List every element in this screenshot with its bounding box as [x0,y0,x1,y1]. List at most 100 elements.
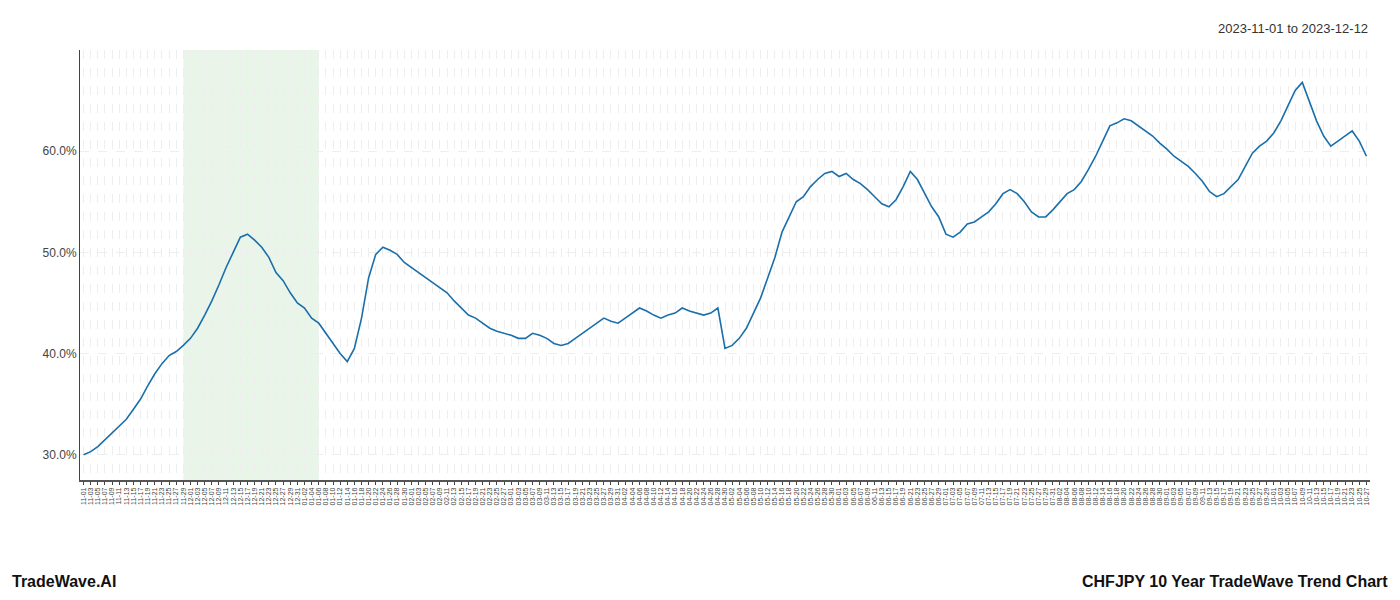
svg-text:01-22: 01-22 [372,487,379,505]
svg-text:04-28: 04-28 [714,487,721,505]
svg-text:03-17: 03-17 [564,487,571,505]
svg-text:01-08: 01-08 [322,487,329,505]
svg-text:05-30: 05-30 [828,487,835,505]
svg-text:06-19: 06-19 [899,487,906,505]
svg-text:09-17: 09-17 [1220,487,1227,505]
svg-text:12-21: 12-21 [258,487,265,505]
svg-text:12-03: 12-03 [194,487,201,505]
svg-text:02-15: 02-15 [458,487,465,505]
svg-text:01-02: 01-02 [301,487,308,505]
svg-text:12-27: 12-27 [279,487,286,505]
svg-text:10-13: 10-13 [1313,487,1320,505]
svg-text:TradeWave.AI: TradeWave.AI [12,573,116,590]
svg-text:03-15: 03-15 [557,487,564,505]
svg-text:02-05: 02-05 [422,487,429,505]
svg-text:08-08: 08-08 [1078,487,1085,505]
svg-text:01-26: 01-26 [386,487,393,505]
svg-text:05-26: 05-26 [814,487,821,505]
svg-text:07-09: 07-09 [971,487,978,505]
svg-text:07-25: 07-25 [1028,487,1035,505]
svg-text:03-03: 03-03 [515,487,522,505]
svg-text:02-11: 02-11 [443,487,450,504]
svg-text:07-17: 07-17 [999,487,1006,505]
svg-text:08-02: 08-02 [1056,487,1063,505]
svg-text:03-29: 03-29 [607,487,614,505]
svg-text:01-10: 01-10 [329,487,336,505]
svg-text:12-05: 12-05 [201,487,208,505]
svg-text:06-17: 06-17 [892,487,899,505]
svg-text:06-11: 06-11 [871,487,878,504]
svg-text:06-27: 06-27 [928,487,935,505]
svg-text:09-07: 09-07 [1185,487,1192,505]
svg-text:09-29: 09-29 [1263,487,1270,505]
svg-text:07-23: 07-23 [1021,487,1028,505]
svg-text:03-31: 03-31 [614,487,621,505]
svg-text:10-03: 10-03 [1277,487,1284,505]
svg-text:11-15: 11-15 [130,487,137,504]
svg-text:05-20: 05-20 [793,487,800,505]
svg-text:08-10: 08-10 [1085,487,1092,505]
svg-text:11-17: 11-17 [137,487,144,504]
svg-text:07-29: 07-29 [1042,487,1049,505]
svg-text:02-27: 02-27 [500,487,507,505]
svg-text:05-24: 05-24 [807,487,814,505]
svg-text:05-28: 05-28 [821,487,828,505]
svg-text:08-24: 08-24 [1135,487,1142,505]
svg-text:12-29: 12-29 [287,487,294,505]
svg-text:01-30: 01-30 [401,487,408,505]
svg-text:11-11: 11-11 [115,487,122,504]
svg-text:02-19: 02-19 [472,487,479,505]
svg-text:06-01: 06-01 [835,487,842,505]
svg-text:08-22: 08-22 [1128,487,1135,505]
svg-text:04-12: 04-12 [657,487,664,505]
svg-text:07-27: 07-27 [1035,487,1042,505]
svg-text:04-24: 04-24 [700,487,707,505]
svg-text:12-07: 12-07 [208,487,215,505]
svg-text:06-29: 06-29 [935,487,942,505]
svg-text:07-13: 07-13 [985,487,992,505]
svg-text:02-07: 02-07 [429,487,436,505]
svg-text:10-15: 10-15 [1320,487,1327,505]
svg-text:01-04: 01-04 [308,487,315,505]
svg-text:01-14: 01-14 [344,487,351,505]
svg-text:06-13: 06-13 [878,487,885,505]
svg-text:11-23: 11-23 [158,487,165,504]
svg-text:12-31: 12-31 [294,487,301,505]
svg-text:10-05: 10-05 [1284,487,1291,505]
svg-text:07-03: 07-03 [949,487,956,505]
svg-text:06-23: 06-23 [914,487,921,505]
svg-text:01-16: 01-16 [351,487,358,505]
svg-text:08-18: 08-18 [1113,487,1120,505]
svg-text:12-09: 12-09 [215,487,222,505]
svg-text:04-04: 04-04 [629,487,636,505]
svg-text:04-08: 04-08 [643,487,650,505]
svg-text:05-08: 05-08 [750,487,757,505]
svg-text:03-19: 03-19 [572,487,579,505]
svg-text:50.0%: 50.0% [43,246,77,260]
svg-text:09-21: 09-21 [1234,487,1241,505]
svg-text:01-24: 01-24 [379,487,386,505]
svg-text:30.0%: 30.0% [43,448,77,462]
svg-text:06-25: 06-25 [921,487,928,505]
svg-text:09-05: 09-05 [1177,487,1184,505]
svg-text:10-25: 10-25 [1356,487,1363,505]
svg-text:10-07: 10-07 [1291,487,1298,505]
svg-text:11-07: 11-07 [101,487,108,504]
svg-text:02-21: 02-21 [479,487,486,505]
svg-text:05-14: 05-14 [771,487,778,505]
svg-text:08-12: 08-12 [1092,487,1099,505]
svg-text:05-18: 05-18 [785,487,792,505]
svg-text:06-09: 06-09 [864,487,871,505]
svg-text:11-03: 11-03 [87,487,94,504]
svg-text:01-18: 01-18 [358,487,365,505]
svg-text:10-19: 10-19 [1334,487,1341,505]
svg-text:09-23: 09-23 [1242,487,1249,505]
svg-text:12-15: 12-15 [237,487,244,505]
svg-text:04-14: 04-14 [664,487,671,505]
svg-text:06-05: 06-05 [850,487,857,505]
svg-text:01-12: 01-12 [336,487,343,505]
svg-text:06-03: 06-03 [842,487,849,505]
svg-text:09-09: 09-09 [1192,487,1199,505]
svg-text:02-17: 02-17 [465,487,472,505]
svg-text:09-19: 09-19 [1227,487,1234,505]
